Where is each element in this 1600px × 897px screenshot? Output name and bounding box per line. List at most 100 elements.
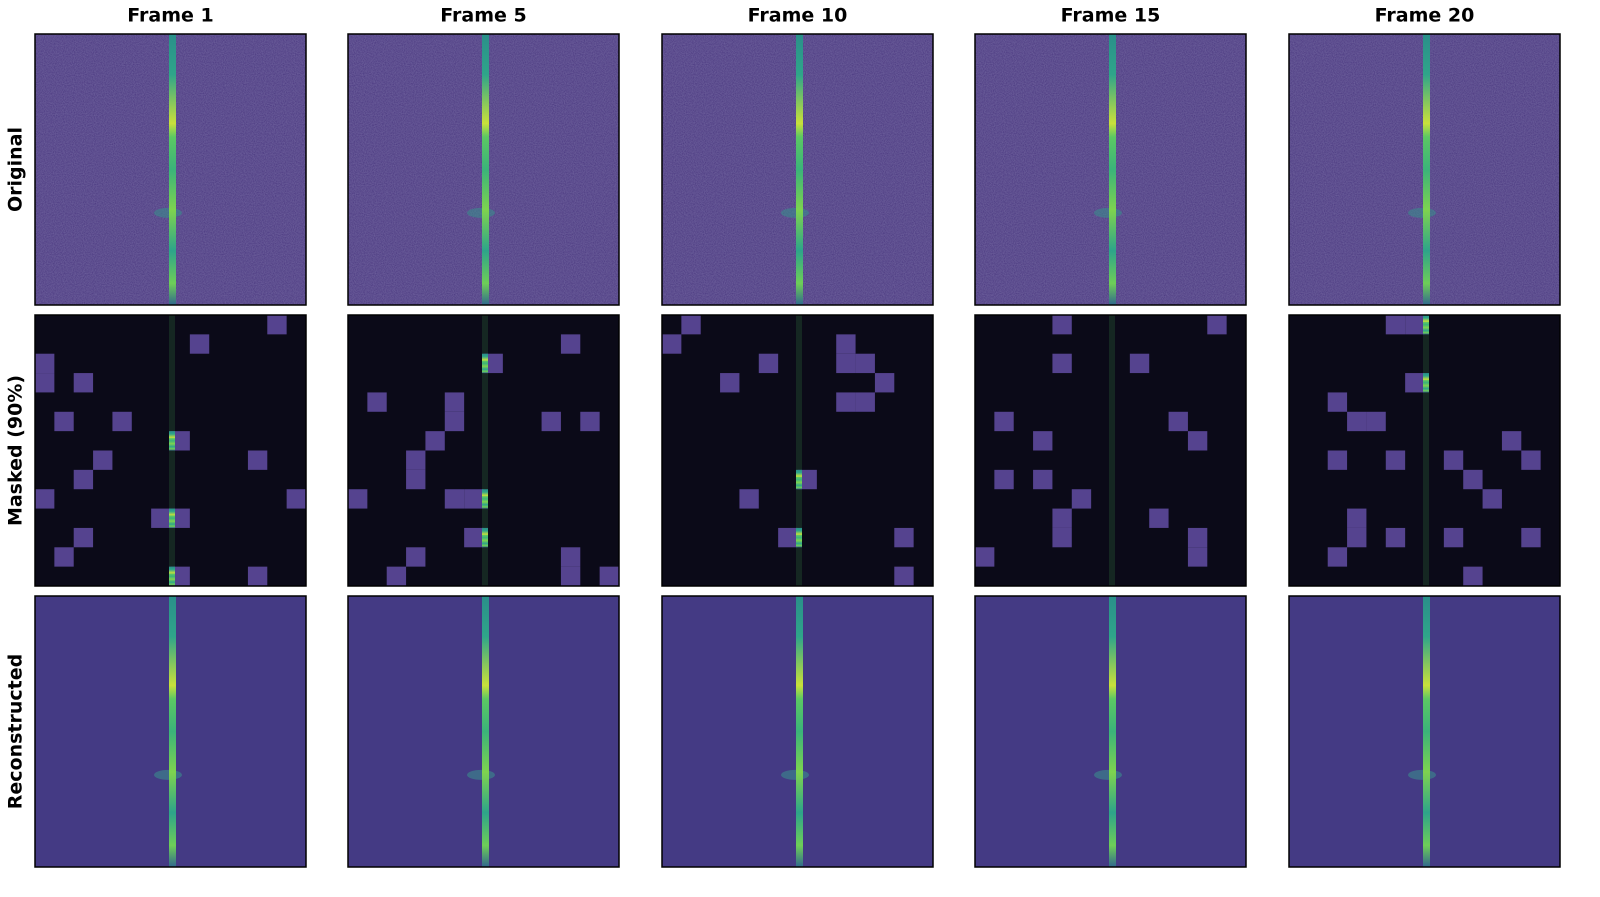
visible-patch [267, 315, 287, 335]
visible-patch [1501, 431, 1522, 451]
visible-patch [1187, 547, 1208, 567]
streak [1423, 34, 1430, 305]
visible-patch [112, 411, 132, 432]
panel-border [347, 314, 620, 587]
panel-border [974, 33, 1247, 306]
streak-glow [154, 769, 182, 780]
image-panel [974, 595, 1247, 868]
visible-patch [464, 527, 484, 548]
visible-patch [444, 392, 465, 412]
visible-patch [483, 353, 503, 374]
streak [482, 596, 489, 867]
panel-border [347, 595, 620, 868]
row-label: Masked (90%) [5, 375, 27, 526]
visible-patch [1149, 508, 1169, 528]
panel-border [1288, 33, 1561, 306]
visible-patch [1463, 566, 1483, 586]
image-panel [661, 33, 934, 306]
visible-patch [73, 373, 94, 393]
patch-streak [482, 489, 488, 509]
panel-border [974, 314, 1247, 587]
faint-streak [1109, 315, 1115, 586]
patch-streak [1423, 315, 1429, 335]
streak-glow [1408, 769, 1436, 780]
visible-patch [348, 489, 368, 509]
column-title: Frame 1 [127, 5, 213, 27]
image-panel [34, 314, 307, 587]
image-panel [34, 33, 307, 306]
streak-glow [781, 207, 809, 218]
visible-patch [54, 411, 74, 432]
visible-patch [1482, 489, 1502, 509]
column-title: Frame 10 [748, 5, 848, 27]
row-label: Original [5, 127, 27, 212]
patch-streak [482, 353, 488, 374]
visible-patch [35, 373, 55, 393]
visible-patch [73, 469, 94, 490]
panel-border [661, 33, 934, 306]
visible-patch [444, 489, 465, 509]
visible-patch [189, 334, 210, 354]
patch-streak [169, 508, 175, 528]
patch-streak [796, 527, 802, 548]
image-panel [1288, 595, 1561, 868]
visible-patch [797, 469, 817, 490]
panel-border [661, 595, 934, 868]
visible-patch [1405, 373, 1425, 393]
visible-patch [1033, 469, 1053, 490]
visible-patch [386, 566, 407, 586]
visible-patch [855, 353, 875, 374]
panel-border [34, 33, 307, 306]
visible-patch [541, 411, 561, 432]
faint-streak [1423, 315, 1429, 586]
panel-border [347, 33, 620, 306]
panel-border [661, 314, 934, 587]
visible-patch [247, 566, 268, 586]
streak [1109, 34, 1116, 305]
streak [169, 596, 176, 867]
visible-patch [560, 547, 581, 567]
visible-patch [836, 392, 856, 412]
visible-patch [580, 411, 600, 432]
visible-patch [464, 489, 484, 509]
visible-patch [1385, 450, 1406, 470]
visible-patch [560, 566, 581, 586]
streak-glow [154, 207, 182, 218]
streak [796, 34, 803, 305]
visible-patch [560, 334, 581, 354]
visible-patch [894, 566, 914, 586]
visible-patch [1071, 489, 1092, 509]
streak [169, 34, 176, 305]
visible-patch [73, 527, 94, 548]
visible-patch [1521, 450, 1541, 470]
streak-glow [467, 769, 495, 780]
streak-glow [1094, 769, 1122, 780]
visible-patch [1347, 527, 1367, 548]
visible-patch [1129, 353, 1150, 374]
panel-border [1288, 595, 1561, 868]
image-panel [347, 314, 620, 587]
visible-patch [367, 392, 387, 412]
visible-patch [739, 489, 759, 509]
visible-patch [681, 315, 701, 335]
visible-patch [894, 527, 914, 548]
panel-border [34, 314, 307, 587]
row-label: Reconstructed [5, 654, 27, 809]
column-title: Frame 5 [440, 5, 526, 27]
image-panel [974, 314, 1247, 587]
visible-patch [35, 353, 55, 374]
visible-patch [1347, 411, 1367, 432]
visible-patch [151, 508, 171, 528]
image-panel [1288, 33, 1561, 306]
faint-streak [482, 315, 488, 586]
streak-glow [781, 769, 809, 780]
column-title: Frame 20 [1375, 5, 1475, 27]
image-panel [661, 314, 934, 587]
visible-patch [778, 527, 798, 548]
visible-patch [1366, 411, 1386, 432]
visible-patch [170, 566, 190, 586]
visible-patch [406, 547, 426, 567]
visible-patch [406, 469, 426, 490]
streak-glow [1094, 207, 1122, 218]
